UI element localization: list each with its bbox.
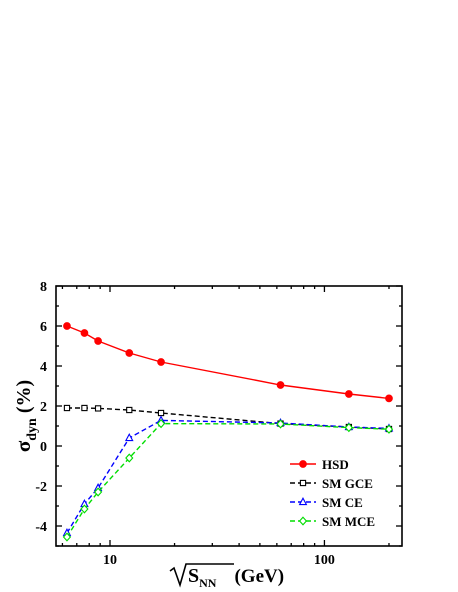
- data-point: [157, 358, 165, 366]
- sqrt-sign-icon: [169, 563, 234, 588]
- data-point: [94, 337, 102, 345]
- legend-label: SM MCE: [322, 514, 375, 529]
- svg-text:SNN(GeV): SNN (GeV): [188, 565, 284, 590]
- series-line: [66, 422, 390, 538]
- x-axis-label: SNN (GeV): [169, 563, 284, 590]
- series-line: [66, 419, 390, 534]
- data-point: [156, 418, 166, 429]
- x-axis-subscript: NN: [199, 576, 217, 590]
- data-point: [63, 404, 71, 412]
- x-axis-unit: (GeV): [234, 566, 284, 587]
- data-point: [63, 322, 71, 330]
- x-tick-label: 100: [314, 553, 335, 568]
- series-group: [62, 322, 394, 542]
- y-tick-label: 2: [40, 400, 47, 415]
- data-point: [276, 419, 285, 429]
- legend-label: HSD: [322, 457, 349, 472]
- legend-marker: [299, 460, 307, 468]
- data-point: [94, 405, 102, 412]
- y-tick-label: -2: [35, 480, 47, 495]
- data-point: [80, 504, 89, 514]
- data-point: [157, 409, 165, 417]
- data-point: [125, 453, 134, 463]
- series-hsd: [63, 322, 393, 403]
- data-point: [384, 424, 394, 434]
- legend-marker: [299, 479, 307, 487]
- series-line: [66, 325, 390, 400]
- legend-label: SM GCE: [322, 476, 373, 491]
- legend-marker: [298, 497, 308, 506]
- data-point: [62, 532, 72, 542]
- legend: HSD SM GCE SM CE SM MCE: [290, 457, 375, 529]
- y-tick-label: 6: [40, 320, 47, 335]
- plot-frame: [55, 285, 403, 547]
- svg-text:σdyn(%): σdyn (%): [11, 380, 40, 452]
- data-point: [93, 487, 103, 497]
- y-axis-label: σdyn (%): [11, 380, 40, 452]
- data-point: [345, 390, 353, 398]
- data-point: [126, 406, 133, 414]
- y-axis-symbol: σ: [11, 440, 35, 452]
- data-point: [125, 349, 134, 357]
- legend-label: SM CE: [322, 495, 363, 510]
- data-point: [385, 394, 393, 403]
- x-tick-label: 10: [103, 553, 117, 568]
- data-point: [344, 422, 354, 433]
- y-tick-label: 8: [40, 280, 47, 295]
- axis-ticks: -4 -2 0 2 4 6 8 10 100: [35, 280, 402, 568]
- y-tick-label: 4: [40, 360, 47, 375]
- y-tick-label: -4: [35, 520, 47, 535]
- series-sm-mce: [62, 418, 394, 542]
- y-axis-subscript: dyn: [25, 418, 40, 441]
- x-axis-radical: S: [188, 565, 199, 587]
- y-tick-label: 0: [40, 440, 47, 455]
- data-point: [124, 433, 134, 442]
- data-point: [276, 381, 285, 389]
- y-axis-unit: (%): [13, 380, 35, 413]
- data-point: [81, 404, 88, 412]
- data-point: [80, 329, 89, 337]
- legend-marker: [298, 516, 308, 526]
